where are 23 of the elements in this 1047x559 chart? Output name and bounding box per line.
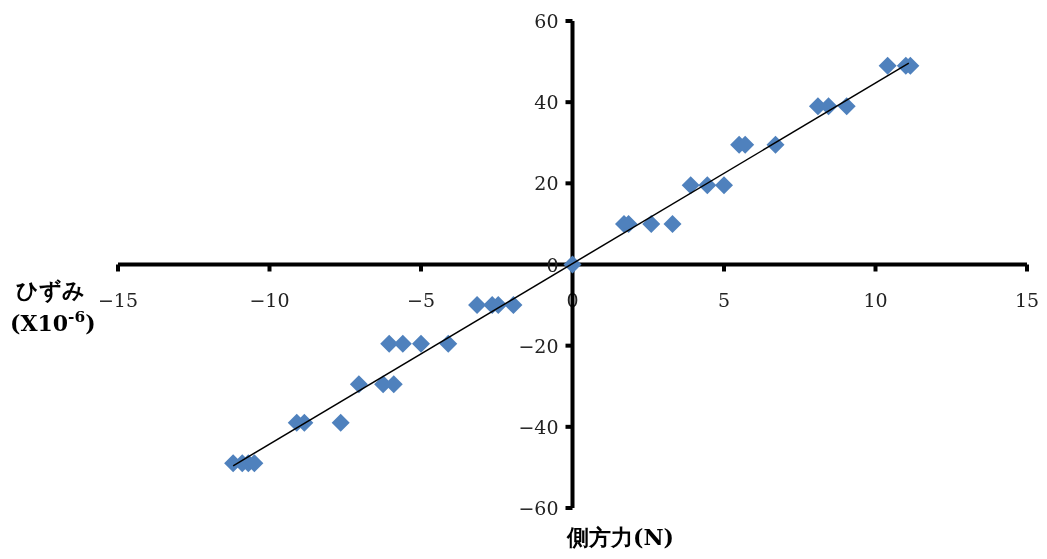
y-tick-label: −40 xyxy=(518,415,559,438)
x-tick-label: −15 xyxy=(97,288,139,311)
point xyxy=(412,334,430,353)
point xyxy=(663,214,682,233)
y-tick-label: 40 xyxy=(534,91,559,114)
y-tick-label: 60 xyxy=(534,10,559,32)
point xyxy=(681,176,700,195)
y-tick-label: 20 xyxy=(534,172,559,195)
y-tick-label: −20 xyxy=(518,334,559,357)
point xyxy=(642,214,661,233)
x-tick-label: −5 xyxy=(406,288,436,311)
x-tick-label: 5 xyxy=(717,288,731,311)
x-axis-title: 側方力(N) xyxy=(566,524,674,550)
y-tick-label: −60 xyxy=(518,497,559,519)
point xyxy=(331,413,350,432)
x-tick-label: 10 xyxy=(863,288,888,311)
point xyxy=(878,56,897,75)
point xyxy=(349,375,368,394)
point xyxy=(468,296,487,315)
x-tick-label: −10 xyxy=(249,288,290,311)
point xyxy=(715,176,733,195)
x-tick-label: 15 xyxy=(1014,288,1040,311)
y-axis-title: ひずみ(X10$^{-6}$) xyxy=(10,277,96,336)
